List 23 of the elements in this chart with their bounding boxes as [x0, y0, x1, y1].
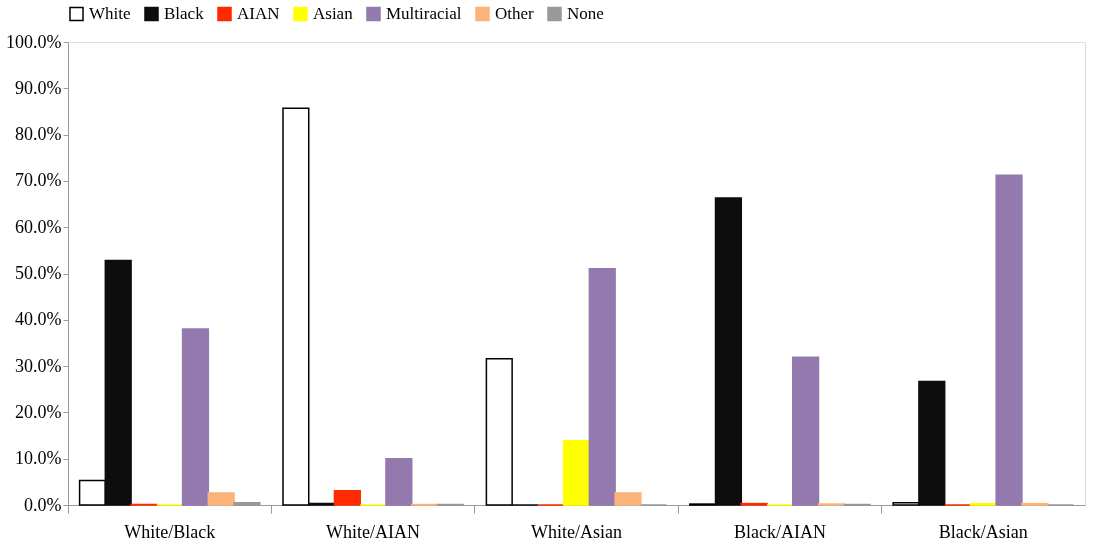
x-tick-label: Black/AIAN — [733, 521, 826, 542]
x-tick-label: Black/Asian — [938, 521, 1028, 542]
y-tick-label: 20.0% — [15, 401, 62, 422]
x-tick-label: White/Asian — [531, 521, 622, 542]
y-tick-label: 30.0% — [15, 355, 62, 376]
legend-label: Black — [164, 3, 205, 23]
x-tick-label: White/AIAN — [326, 521, 421, 542]
legend-label: Asian — [313, 3, 354, 23]
legend-label: None — [567, 3, 604, 23]
legend-label: Other — [495, 3, 535, 23]
y-tick-label: 90.0% — [15, 77, 62, 98]
y-tick-label: 40.0% — [15, 309, 62, 330]
x-tick-label: White/Black — [124, 521, 216, 542]
y-tick-label: 70.0% — [15, 170, 62, 191]
y-tick-label: 0.0% — [24, 494, 62, 515]
y-tick-label: 60.0% — [15, 216, 62, 237]
y-tick-label: 50.0% — [15, 263, 62, 283]
y-tick-label: 100.0% — [6, 31, 62, 52]
y-tick-label: 10.0% — [15, 448, 62, 469]
legend-label: Multiracial — [386, 3, 462, 23]
y-tick-label: 80.0% — [15, 124, 62, 145]
legend-label: AIAN — [237, 3, 280, 23]
legend-label: White — [89, 3, 131, 23]
